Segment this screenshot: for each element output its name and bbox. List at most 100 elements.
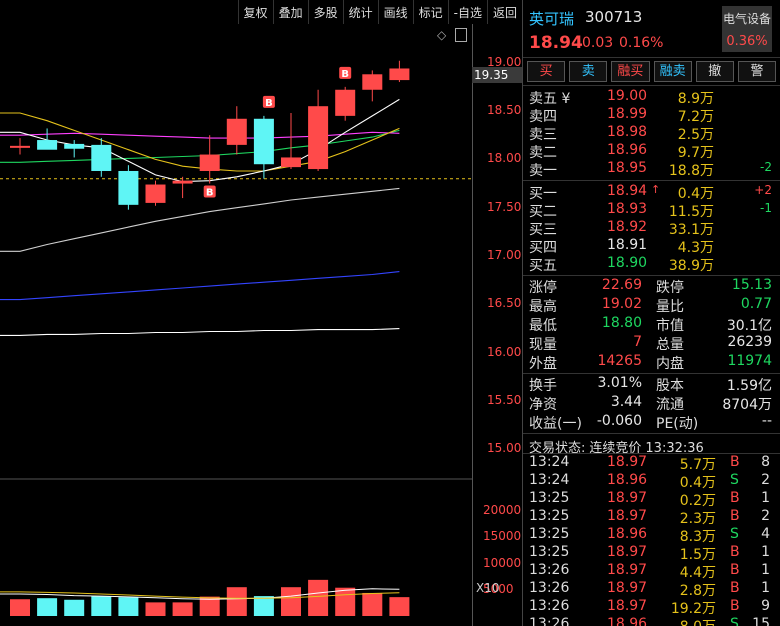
toolbar-item[interactable]: 复权 — [237, 0, 273, 24]
tick-row[interactable]: 13:24 18.97 5.7万 B 8 — [523, 454, 780, 473]
tick-count: 15 — [752, 616, 770, 626]
tick-row[interactable]: 13:25 18.97 0.2万 B 1 — [523, 490, 780, 509]
order-book-row[interactable]: 卖四 18.99 7.2万 — [523, 106, 780, 125]
tick-list[interactable]: 13:24 18.97 5.7万 B 8 13:24 18.96 0.4万 S 2 13:25 18.… — [523, 454, 780, 626]
buy-marker[interactable]: B — [339, 66, 352, 80]
tick-time: 13:24 — [529, 472, 570, 488]
candle-body[interactable] — [362, 74, 383, 90]
candle-body[interactable] — [91, 144, 112, 171]
trade-button[interactable]: 买 — [527, 61, 566, 82]
candle-body[interactable] — [118, 170, 139, 205]
trade-button[interactable]: 警 — [737, 61, 777, 82]
toolbar-item[interactable]: 统计 — [342, 0, 378, 24]
tick-count: 1 — [761, 562, 770, 578]
volume-bar — [389, 597, 410, 616]
svg-text:B: B — [265, 98, 273, 109]
stat-value: 0.77 — [740, 296, 772, 312]
candle-body[interactable] — [10, 145, 30, 148]
book-price: 18.99 — [607, 106, 648, 122]
diamond-icon[interactable]: ◇ — [437, 28, 447, 42]
candle-body[interactable] — [37, 140, 58, 150]
toolbar-item[interactable]: 标记 — [412, 0, 448, 24]
book-price: 18.96 — [607, 142, 648, 158]
stat-row: 换手 3.01% 股本 1.59亿 — [523, 375, 780, 394]
tick-row[interactable]: 13:25 18.96 8.3万 S 4 — [523, 526, 780, 545]
order-book-row[interactable]: 买四 18.91 4.3万 — [523, 237, 780, 256]
candle-body[interactable] — [64, 143, 85, 149]
candle-body[interactable] — [145, 184, 166, 203]
tick-time: 13:26 — [529, 580, 570, 596]
window-square-icon[interactable] — [455, 28, 467, 42]
tick-volume: 8.0万 — [680, 616, 716, 626]
volume-bar — [145, 602, 166, 616]
price-tick: 18.50 — [487, 103, 522, 118]
volume-bar — [91, 596, 112, 616]
candle-body[interactable] — [335, 89, 356, 116]
order-book-row[interactable]: 卖三 18.98 2.5万 — [523, 124, 780, 143]
candle-body[interactable] — [253, 118, 274, 165]
candle-body[interactable] — [172, 180, 193, 184]
chart-toolbar: 复权 叠加 多股 统计 画线 标记 -自选 返回 — [237, 0, 522, 24]
ma250-line — [0, 328, 400, 336]
ask-book: 卖五 ¥ 19.00 8.9万 卖四 18.99 7.2万 卖三 18.98 2.5万 卖二 18.… — [523, 86, 780, 181]
price-tick: 17.00 — [487, 248, 522, 263]
quote-stats: 涨停 22.69 跌停 15.13 最高 19.02 量比 0.77 最低 18.80 市值 30.1… — [523, 276, 780, 374]
stat-label: 市值 — [656, 318, 684, 334]
book-price: 18.94 — [607, 183, 648, 199]
order-book-row[interactable]: 卖一 18.95 18.8万 -2 — [523, 160, 780, 179]
tick-row[interactable]: 13:26 18.97 4.4万 B 1 — [523, 562, 780, 581]
quote-panel: 英可瑞 300713 电气设备 0.36% 18.94 0.03 0.16% 买… — [522, 0, 780, 626]
stat-label: 收益(一) — [529, 416, 582, 432]
tick-time: 13:26 — [529, 616, 570, 626]
ma30-line — [0, 129, 400, 163]
tick-volume: 4.4万 — [679, 565, 716, 581]
tick-count: 8 — [761, 454, 770, 470]
stat-label: PE(动) — [656, 416, 699, 432]
tick-side: B — [730, 598, 740, 614]
candle-body[interactable] — [281, 157, 301, 168]
tick-side: B — [730, 490, 740, 506]
stock-name[interactable]: 英可瑞 — [529, 10, 575, 28]
stat-value: 3.44 — [610, 394, 642, 410]
order-book-row[interactable]: 买三 18.92 33.1万 — [523, 219, 780, 238]
toolbar-item[interactable]: 叠加 — [272, 0, 308, 24]
bid-book: 买一 18.94 ↑ 0.4万 +2 买二 18.93 11.5万 -1 买三 18.92 33.1万… — [523, 181, 780, 276]
tick-volume: 8.3万 — [679, 529, 716, 545]
tick-row[interactable]: 13:25 18.97 2.3万 B 2 — [523, 508, 780, 527]
stat-row: 最低 18.80 市值 30.1亿 — [523, 315, 780, 334]
price-tick: 17.50 — [487, 199, 522, 214]
stat-value: 19.02 — [601, 296, 642, 312]
candle-body[interactable] — [308, 106, 329, 170]
trade-button[interactable]: 融买 — [611, 61, 650, 82]
tick-row[interactable]: 13:25 18.97 1.5万 B 1 — [523, 544, 780, 563]
volume-bar — [199, 596, 220, 616]
svg-text:B: B — [341, 69, 349, 80]
tick-row[interactable]: 13:24 18.96 0.4万 S 2 — [523, 472, 780, 491]
toolbar-item[interactable]: 返回 — [486, 0, 522, 24]
order-book-row[interactable]: 卖五 ¥ 19.00 8.9万 — [523, 88, 780, 107]
stat-label: 跌停 — [656, 280, 684, 296]
tick-row[interactable]: 13:26 18.96 8.0万 S 15 — [523, 616, 780, 626]
trade-button[interactable]: 卖 — [569, 61, 608, 82]
volume-bar — [253, 596, 274, 616]
order-book-row[interactable]: 买一 18.94 ↑ 0.4万 +2 — [523, 183, 780, 202]
tick-row[interactable]: 13:26 18.97 2.8万 B 1 — [523, 580, 780, 599]
volume-bar — [226, 587, 247, 616]
candle-body[interactable] — [389, 68, 410, 81]
candle-body[interactable] — [226, 118, 247, 145]
order-book-row[interactable]: 买五 18.90 38.9万 — [523, 255, 780, 274]
buy-marker[interactable]: B — [262, 95, 275, 109]
candle-body[interactable] — [199, 154, 220, 171]
toolbar-item[interactable]: 画线 — [377, 0, 413, 24]
toolbar-item[interactable]: 多股 — [307, 0, 343, 24]
order-book-row[interactable]: 卖二 18.96 9.7万 — [523, 142, 780, 161]
trade-button[interactable]: 融卖 — [653, 61, 692, 82]
order-book-row[interactable]: 买二 18.93 11.5万 -1 — [523, 201, 780, 220]
trade-button[interactable]: 撤 — [695, 61, 734, 82]
buy-marker[interactable]: B — [203, 185, 216, 199]
volume-tick: 15000 — [483, 529, 522, 544]
tick-row[interactable]: 13:26 18.97 19.2万 B 9 — [523, 598, 780, 617]
sector-box[interactable]: 电气设备 0.36% — [722, 6, 772, 52]
toolbar-item[interactable]: -自选 — [447, 0, 487, 24]
